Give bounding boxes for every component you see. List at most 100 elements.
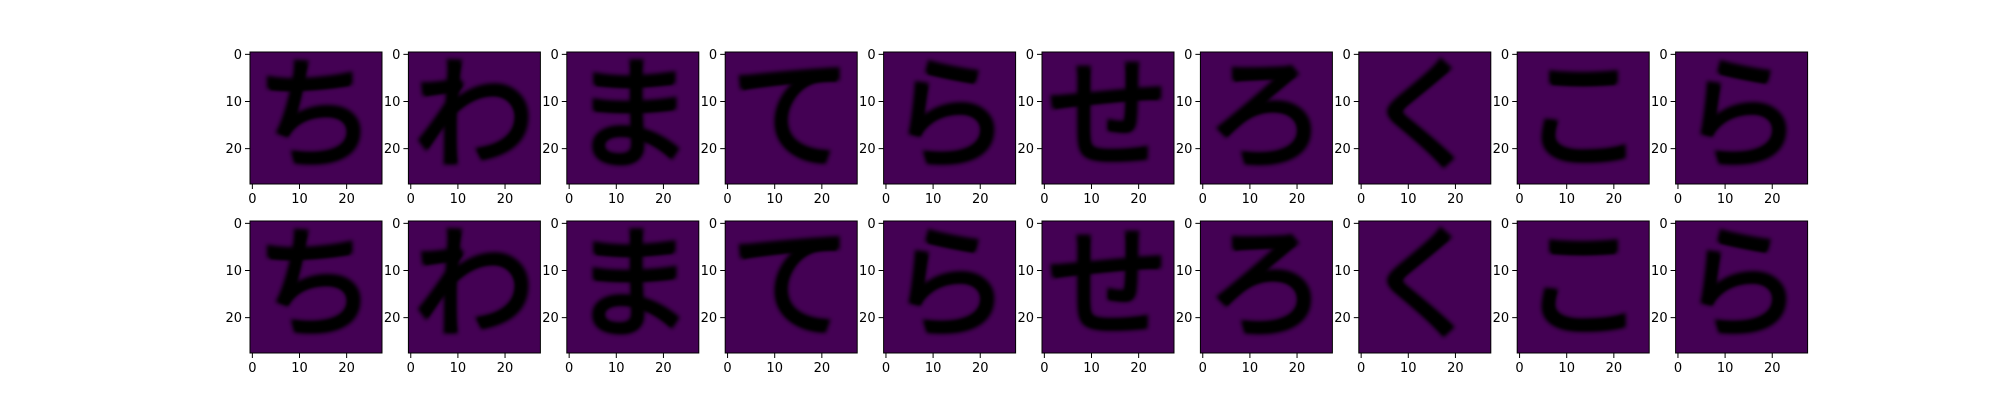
x-tick-label: 0 (1040, 192, 1048, 207)
x-tick-label: 10 (1558, 192, 1575, 207)
panel-reconstruction-7: ろろ0 10 2001020 (1176, 214, 1333, 376)
y-tick-label: 20 (225, 311, 242, 326)
y-tick-label: 20 (1651, 311, 1668, 326)
x-tick-label: 20 (1447, 361, 1464, 376)
x-tick-label: 0 (882, 192, 890, 207)
y-tick-label: 0 (551, 48, 559, 63)
y-tick-label: 10 (1017, 95, 1034, 110)
x-tick-label: 20 (1764, 192, 1781, 207)
y-tick-label: 0 (1343, 217, 1351, 232)
x-tick-label: 20 (814, 361, 831, 376)
y-tick-label: 20 (225, 142, 242, 157)
glyph-image: ま (574, 217, 692, 355)
y-tick-label: 10 (1017, 264, 1034, 279)
x-tick-label: 0 (407, 361, 415, 376)
panel-original-6: せせ0 10 2001020 (1017, 45, 1174, 207)
y-tick-label: 20 (1017, 142, 1034, 157)
y-tick-label: 10 (225, 95, 242, 110)
y-tick-label: 0 (867, 48, 875, 63)
glyph-image: こ (1524, 48, 1642, 186)
y-tick-label: 0 (1501, 48, 1509, 63)
x-tick-label: 0 (1199, 361, 1207, 376)
x-tick-label: 0 (248, 361, 256, 376)
glyph-image: せ (1049, 48, 1167, 186)
x-tick-label: 20 (1130, 192, 1147, 207)
x-tick-label: 20 (972, 361, 989, 376)
glyph-image: て (732, 48, 850, 186)
y-tick-label: 0 (1659, 48, 1667, 63)
x-tick-label: 0 (1515, 361, 1523, 376)
x-tick-label: 10 (291, 361, 308, 376)
x-tick-label: 10 (1400, 361, 1417, 376)
y-tick-label: 20 (542, 311, 559, 326)
x-tick-label: 20 (655, 361, 672, 376)
y-tick-label: 0 (1659, 217, 1667, 232)
glyph-image: わ (415, 217, 533, 355)
x-tick-label: 10 (1717, 192, 1734, 207)
glyph-image: こ (1524, 217, 1642, 355)
x-tick-label: 20 (1606, 361, 1623, 376)
x-tick-label: 0 (1357, 361, 1365, 376)
glyph-image: く (1366, 48, 1484, 186)
glyph-image: わ (415, 48, 533, 186)
y-tick-label: 20 (701, 142, 718, 157)
x-tick-label: 10 (450, 192, 467, 207)
x-tick-label: 10 (925, 192, 942, 207)
x-tick-label: 20 (497, 361, 514, 376)
y-tick-label: 20 (1493, 311, 1510, 326)
y-tick-label: 10 (542, 95, 559, 110)
glyph-image: ま (574, 48, 692, 186)
y-tick-label: 20 (1334, 311, 1351, 326)
glyph-image: ら (1683, 217, 1801, 355)
x-tick-label: 0 (1674, 192, 1682, 207)
x-tick-label: 10 (1558, 361, 1575, 376)
y-tick-label: 20 (542, 142, 559, 157)
y-tick-label: 20 (1176, 142, 1193, 157)
x-tick-label: 0 (407, 192, 415, 207)
y-tick-label: 10 (225, 264, 242, 279)
y-tick-label: 0 (709, 217, 717, 232)
y-tick-label: 0 (1026, 217, 1034, 232)
x-tick-label: 0 (1515, 192, 1523, 207)
y-tick-label: 20 (1334, 142, 1351, 157)
glyph-image: せ (1049, 217, 1167, 355)
x-tick-label: 0 (565, 361, 573, 376)
x-tick-label: 0 (565, 192, 573, 207)
y-tick-label: 10 (701, 95, 718, 110)
y-tick-label: 10 (542, 264, 559, 279)
y-tick-label: 20 (701, 311, 718, 326)
panel-reconstruction-1: ちち0 10 2001020 (225, 214, 382, 376)
y-tick-label: 20 (859, 311, 876, 326)
x-tick-label: 20 (1289, 361, 1306, 376)
x-tick-label: 20 (338, 361, 355, 376)
y-tick-label: 20 (384, 142, 401, 157)
glyph-image: ら (891, 217, 1009, 355)
y-tick-label: 10 (1176, 95, 1193, 110)
glyph-image: ら (891, 48, 1009, 186)
y-tick-label: 10 (859, 95, 876, 110)
x-tick-label: 10 (1717, 361, 1734, 376)
y-tick-label: 0 (392, 217, 400, 232)
y-tick-label: 0 (551, 217, 559, 232)
y-tick-label: 20 (1017, 311, 1034, 326)
x-tick-label: 20 (972, 192, 989, 207)
x-tick-label: 20 (497, 192, 514, 207)
y-tick-label: 10 (701, 264, 718, 279)
glyph-image: ち (257, 217, 375, 355)
x-tick-label: 20 (655, 192, 672, 207)
x-tick-label: 20 (1606, 192, 1623, 207)
y-tick-label: 0 (1026, 48, 1034, 63)
x-tick-label: 10 (925, 361, 942, 376)
x-tick-label: 0 (1040, 361, 1048, 376)
y-tick-label: 20 (1493, 142, 1510, 157)
y-tick-label: 20 (859, 142, 876, 157)
